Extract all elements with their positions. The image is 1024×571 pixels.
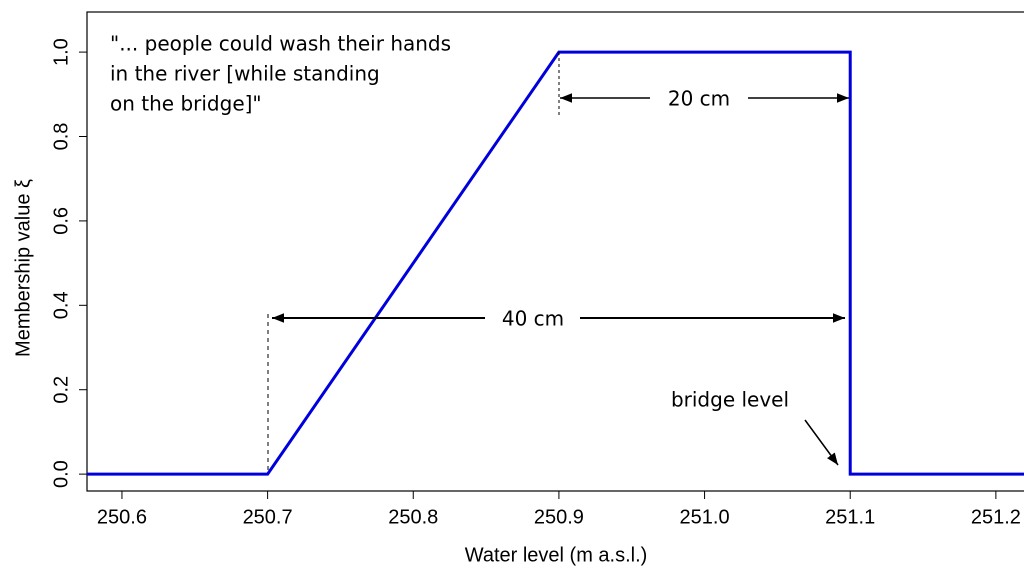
- annotation: 40 cm: [502, 307, 564, 331]
- annotation: on the bridge]": [110, 92, 262, 116]
- x-tick-label: 250.6: [97, 506, 147, 528]
- x-tick-label: 250.7: [243, 506, 293, 528]
- annotation: in the river [while standing: [110, 62, 380, 86]
- annotations: "... people could wash their hands in th…: [110, 32, 849, 474]
- y-tick-label: 0.6: [50, 207, 72, 235]
- annotation: bridge level: [671, 388, 789, 412]
- plot-area: [87, 50, 1024, 476]
- y-tick-label: 1.0: [50, 38, 72, 66]
- arrow: [804, 419, 839, 466]
- x-tick-label: 250.9: [534, 506, 584, 528]
- y-tick-label: 0.2: [50, 376, 72, 404]
- y-tick-label: 0.0: [50, 460, 72, 488]
- x-axis-label: Water level (m a.s.l.): [465, 544, 648, 566]
- y-axis-label: Membership value ξ: [12, 179, 34, 357]
- y-tick-label: 0.8: [50, 123, 72, 151]
- x-tick-label: 250.8: [388, 506, 438, 528]
- axes: 250.6 250.7 250.8 250.9 251.0 251.1 251.2 0.0 0.…: [50, 38, 1021, 528]
- x-tick-label: 251.0: [680, 506, 730, 528]
- plot-frame: [86, 11, 1024, 492]
- x-tick-label: 251.2: [971, 506, 1021, 528]
- line-series: [87, 50, 1024, 476]
- annotation: 20 cm: [668, 87, 730, 111]
- annotation: "... people could wash their hands: [110, 32, 451, 56]
- y-tick-label: 0.4: [50, 291, 72, 319]
- x-tick-label: 251.1: [825, 506, 875, 528]
